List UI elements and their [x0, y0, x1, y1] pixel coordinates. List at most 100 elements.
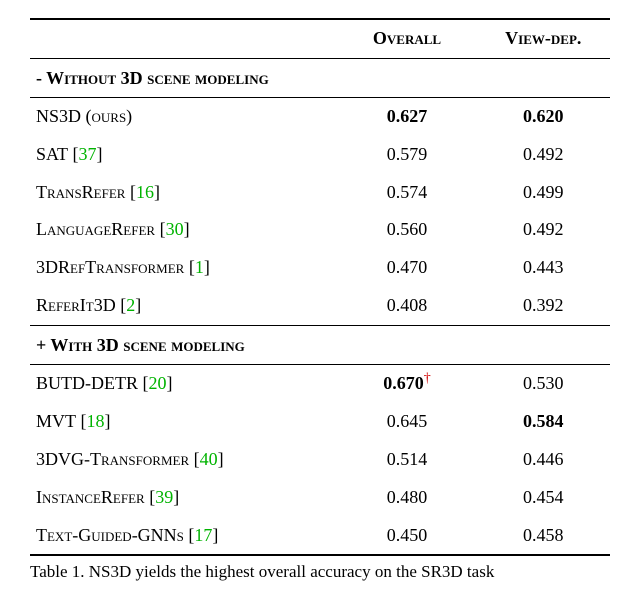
header-viewdep: View-dep. — [477, 19, 610, 58]
header-overall: Overall — [337, 19, 476, 58]
value-cell: 0.627 — [337, 97, 476, 135]
section-label: + With 3D scene modeling — [30, 326, 610, 365]
value: 0.574 — [387, 182, 428, 202]
method-cell: 3DVG-Transformer [40] — [30, 441, 337, 479]
method-cell: TransRefer [16] — [30, 174, 337, 212]
citation-number: 40 — [200, 449, 218, 469]
value-cell: 0.670† — [337, 365, 476, 403]
caption-prefix: Table 1. — [30, 562, 89, 581]
value-cell: 0.492 — [477, 136, 610, 174]
value: 0.492 — [523, 144, 564, 164]
table-row: NS3D (ours) 0.627 0.620 — [30, 97, 610, 135]
method-name: ReferIt3D — [36, 295, 116, 315]
value: 0.480 — [387, 487, 428, 507]
citation: [37] — [68, 144, 103, 164]
value: 0.450 — [387, 525, 428, 545]
value-cell: 0.446 — [477, 441, 610, 479]
value: 0.492 — [523, 219, 564, 239]
method-cell: 3DRefTransformer [1] — [30, 249, 337, 287]
value-cell: 0.574 — [337, 174, 476, 212]
citation-number: 16 — [136, 182, 154, 202]
method-name: Text-Guided-GNNs — [36, 525, 184, 545]
method-name: TransRefer — [36, 182, 125, 202]
dagger-icon: † — [424, 370, 431, 386]
citation: [16] — [125, 182, 160, 202]
table-row: MVT [18] 0.645 0.584 — [30, 403, 610, 441]
value-cell: 0.492 — [477, 211, 610, 249]
table-row: 3DVG-Transformer [40] 0.514 0.446 — [30, 441, 610, 479]
value-cell: 0.458 — [477, 517, 610, 556]
value: 0.670 — [383, 373, 424, 393]
method-name: LanguageRefer — [36, 219, 155, 239]
value-cell: 0.499 — [477, 174, 610, 212]
section-label: - Without 3D scene modeling — [30, 58, 610, 97]
citation-number: 37 — [79, 144, 97, 164]
table-caption: Table 1. NS3D yields the highest overall… — [30, 556, 610, 582]
citation-number: 1 — [195, 257, 204, 277]
section-row: - Without 3D scene modeling — [30, 58, 610, 97]
value-cell: 0.392 — [477, 287, 610, 325]
value: 0.645 — [387, 411, 428, 431]
value-cell: 0.560 — [337, 211, 476, 249]
value-cell: 0.620 — [477, 97, 610, 135]
citation: [17] — [184, 525, 219, 545]
value-cell: 0.408 — [337, 287, 476, 325]
value-cell: 0.450 — [337, 517, 476, 556]
method-name: InstanceRefer — [36, 487, 145, 507]
table-row: Text-Guided-GNNs [17] 0.450 0.458 — [30, 517, 610, 556]
value: 0.584 — [523, 411, 564, 431]
table-row: SAT [37] 0.579 0.492 — [30, 136, 610, 174]
value-cell: 0.645 — [337, 403, 476, 441]
citation: [39] — [145, 487, 180, 507]
value: 0.392 — [523, 295, 564, 315]
value: 0.530 — [523, 373, 564, 393]
method-cell: SAT [37] — [30, 136, 337, 174]
citation: [2] — [116, 295, 142, 315]
citation-number: 17 — [194, 525, 212, 545]
value-cell: 0.443 — [477, 249, 610, 287]
value: 0.514 — [387, 449, 428, 469]
value-cell: 0.579 — [337, 136, 476, 174]
table-region: Overall View-dep. - Without 3D scene mod… — [0, 0, 640, 590]
header-empty — [30, 19, 337, 58]
value: 0.470 — [387, 257, 428, 277]
citation-number: 30 — [166, 219, 184, 239]
value: 0.627 — [387, 106, 428, 126]
method-cell: Text-Guided-GNNs [17] — [30, 517, 337, 556]
citation: [20] — [138, 373, 173, 393]
value: 0.446 — [523, 449, 564, 469]
method-cell: InstanceRefer [39] — [30, 479, 337, 517]
value: 0.443 — [523, 257, 564, 277]
value: 0.620 — [523, 106, 564, 126]
value: 0.499 — [523, 182, 564, 202]
results-table: Overall View-dep. - Without 3D scene mod… — [30, 18, 610, 556]
table-row: TransRefer [16] 0.574 0.499 — [30, 174, 610, 212]
method-name: 3DRefTransformer — [36, 257, 184, 277]
value-cell: 0.530 — [477, 365, 610, 403]
method-name: BUTD-DETR — [36, 373, 138, 393]
value: 0.408 — [387, 295, 428, 315]
method-cell: ReferIt3D [2] — [30, 287, 337, 325]
method-name: MVT — [36, 411, 76, 431]
method-cell: NS3D (ours) — [30, 97, 337, 135]
citation: [40] — [189, 449, 224, 469]
method-cell: MVT [18] — [30, 403, 337, 441]
value: 0.560 — [387, 219, 428, 239]
citation: [1] — [184, 257, 210, 277]
section-row: + With 3D scene modeling — [30, 326, 610, 365]
value-cell: 0.514 — [337, 441, 476, 479]
method-name: 3DVG-Transformer — [36, 449, 189, 469]
method-cell: BUTD-DETR [20] — [30, 365, 337, 403]
citation: [30] — [155, 219, 190, 239]
table-row: 3DRefTransformer [1] 0.470 0.443 — [30, 249, 610, 287]
value: 0.579 — [387, 144, 428, 164]
citation-number: 18 — [87, 411, 105, 431]
value-cell: 0.470 — [337, 249, 476, 287]
citation-number: 20 — [149, 373, 167, 393]
value: 0.458 — [523, 525, 564, 545]
table-row: InstanceRefer [39] 0.480 0.454 — [30, 479, 610, 517]
citation-number: 39 — [155, 487, 173, 507]
table-row: BUTD-DETR [20]0.670†0.530 — [30, 365, 610, 403]
value-cell: 0.480 — [337, 479, 476, 517]
value: 0.454 — [523, 487, 564, 507]
